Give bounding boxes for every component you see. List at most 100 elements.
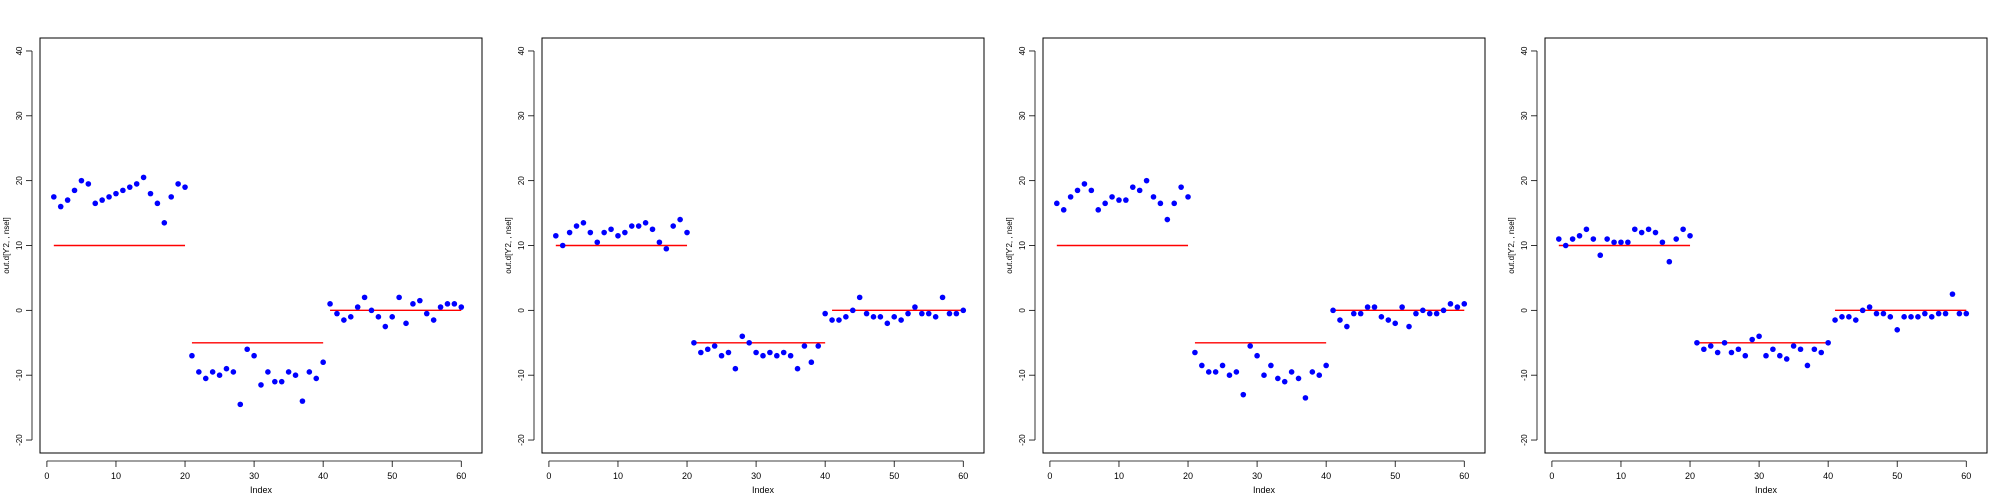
data-point [1797, 346, 1804, 353]
y-tick-label: 0 [1018, 308, 1027, 313]
data-point [1777, 352, 1783, 359]
data-point [251, 352, 257, 359]
y-tick-label: 40 [517, 46, 526, 55]
data-point [1866, 304, 1873, 310]
data-point [1337, 317, 1343, 323]
data-point [71, 187, 78, 194]
data-point [1908, 314, 1914, 320]
data-point [1102, 200, 1108, 207]
data-point [189, 352, 195, 359]
data-point [1832, 317, 1838, 323]
data-point [1447, 301, 1454, 307]
y-tick-label: 10 [1520, 241, 1529, 250]
data-point [1199, 362, 1205, 369]
data-point [1212, 369, 1219, 375]
data-point [1901, 314, 1907, 320]
data-point [1385, 317, 1392, 323]
data-point [85, 181, 92, 187]
y-tick-label: 0 [1520, 308, 1529, 313]
data-point [1562, 242, 1569, 249]
data-point [182, 184, 188, 190]
data-point [258, 382, 264, 388]
data-point [1413, 310, 1419, 317]
data-point [580, 220, 587, 226]
y-axis-title: out.d[Ƴ2, , nsel] [2, 217, 11, 273]
data-point [787, 352, 794, 359]
data-point [677, 216, 683, 223]
data-point [836, 317, 842, 323]
data-point [711, 343, 718, 349]
data-point [1433, 310, 1440, 317]
x-tick-label: 10 [613, 471, 623, 481]
data-point [361, 294, 368, 301]
data-point [753, 349, 759, 356]
data-point [1928, 314, 1935, 320]
data-point [760, 352, 766, 359]
data-point [553, 232, 559, 239]
data-point [1247, 343, 1253, 349]
data-point [1825, 339, 1831, 346]
data-point [663, 245, 670, 252]
y-axis-title: out.d[Ƴ2, , nsel] [1507, 217, 1516, 273]
data-point [615, 232, 621, 239]
y-axis-title: out.d[Ƴ2, , nsel] [504, 217, 513, 273]
data-point [1281, 378, 1288, 385]
data-point [642, 220, 649, 226]
data-point [1701, 346, 1707, 353]
data-point [161, 220, 168, 226]
data-point [244, 346, 250, 353]
data-point [1618, 239, 1624, 246]
data-point [1392, 320, 1399, 327]
data-point [106, 194, 112, 200]
data-point [1109, 194, 1115, 200]
data-point [1880, 310, 1887, 317]
data-point [815, 343, 822, 349]
y-tick-label: 30 [517, 111, 526, 120]
data-point [856, 294, 863, 301]
data-point [1378, 314, 1385, 320]
data-point [1597, 252, 1604, 259]
data-point [382, 323, 389, 330]
data-point [939, 294, 946, 301]
data-point [919, 310, 925, 317]
data-point [1935, 310, 1942, 317]
y-tick-label: 20 [1018, 176, 1027, 185]
plot-frame [39, 37, 483, 454]
data-point [1576, 232, 1583, 239]
x-axis-title: Index [1253, 485, 1276, 495]
data-point [704, 346, 711, 353]
y-tick-label: -20 [517, 434, 526, 446]
data-point [1364, 304, 1371, 310]
data-point [57, 203, 64, 210]
data-point [216, 372, 223, 378]
data-point [133, 181, 140, 187]
data-point [822, 310, 828, 317]
x-tick-label: 20 [180, 471, 190, 481]
data-point [444, 301, 451, 307]
data-point [1088, 187, 1095, 194]
x-tick-label: 40 [1321, 471, 1331, 481]
y-tick-label: 20 [15, 176, 24, 185]
data-point [587, 229, 594, 236]
data-point [1707, 343, 1714, 349]
data-point [1344, 323, 1350, 330]
data-point [223, 365, 230, 372]
data-point [1323, 362, 1329, 369]
y-tick-label: 0 [15, 308, 24, 313]
x-axis-title: Index [752, 485, 775, 495]
x-tick-label: 10 [111, 471, 121, 481]
data-point [1254, 352, 1260, 359]
data-point [1074, 187, 1081, 194]
data-point [1625, 239, 1631, 246]
data-point [843, 314, 849, 320]
data-point [1399, 304, 1405, 310]
data-point [912, 304, 918, 310]
data-point [1054, 200, 1060, 207]
data-point [698, 349, 704, 356]
data-point [1922, 310, 1928, 317]
data-point [1295, 375, 1302, 382]
x-tick-label: 20 [1183, 471, 1193, 481]
data-point [1185, 194, 1191, 200]
x-tick-label: 40 [1823, 471, 1833, 481]
data-point [573, 223, 580, 229]
